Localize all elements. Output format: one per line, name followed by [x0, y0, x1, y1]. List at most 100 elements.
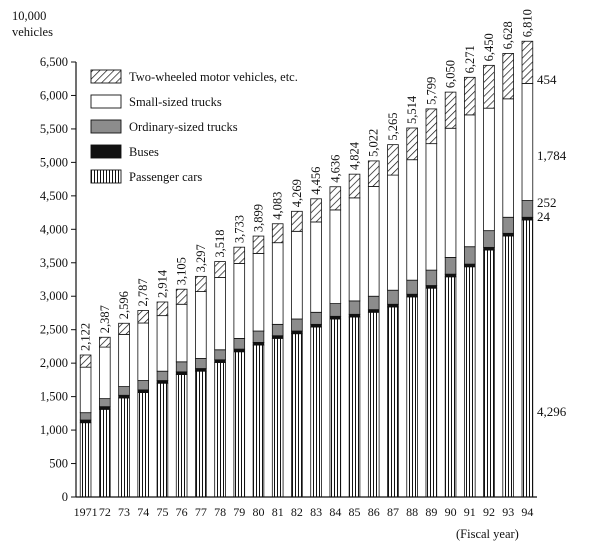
bar-segment [444, 273, 457, 278]
legend-item: Two-wheeled motor vehicles, etc. [90, 69, 298, 84]
x-tick-label: 94 [521, 505, 533, 519]
bar-segment [463, 266, 476, 498]
bar-segment [483, 230, 495, 248]
bar-segment [521, 83, 534, 201]
bar-segment [214, 261, 226, 278]
x-tick-label: 86 [368, 505, 380, 519]
x-tick-label: 85 [349, 505, 361, 519]
bar-total-label: 6,810 [520, 9, 534, 37]
bar-stack [367, 160, 380, 498]
bar-segment [348, 300, 361, 315]
bar-stack [463, 76, 476, 498]
bar-segment [271, 337, 284, 498]
bar-segment [502, 232, 514, 237]
bar-segment [214, 359, 226, 363]
bar-segment [252, 342, 265, 346]
bar-segment [502, 235, 514, 498]
bar-segment [99, 336, 111, 348]
bar-segment [444, 257, 457, 275]
bar-segment [483, 107, 495, 232]
y-tick-label: 2,500 [40, 323, 68, 337]
bar-segment [252, 252, 265, 332]
legend-item: Passenger cars [90, 169, 202, 184]
bar-stack [137, 310, 150, 498]
legend-swatch [90, 169, 122, 184]
bar-segment [310, 326, 322, 498]
bar-segment [233, 263, 246, 339]
bar-segment [195, 370, 207, 498]
bar-segment [483, 246, 495, 251]
bar-segment [367, 160, 380, 187]
y-tick-label: 5,500 [40, 122, 68, 136]
bar-total-label: 4,083 [271, 192, 285, 220]
legend-label: Buses [129, 145, 159, 159]
bar-segment [463, 114, 476, 248]
y-tick-label: 6,000 [40, 88, 68, 102]
y-tick-label: 4,000 [40, 222, 68, 236]
legend-label: Ordinary-sized trucks [129, 120, 238, 134]
x-tick-label: 74 [137, 505, 149, 519]
legend: Two-wheeled motor vehicles, etc. Small-si… [90, 69, 298, 184]
bar-segment [214, 362, 226, 498]
bar-segment [156, 370, 169, 381]
bar-stack [214, 261, 226, 498]
bar-segment [79, 419, 92, 424]
x-tick-label: 87 [387, 505, 399, 519]
bar-segment [348, 316, 361, 498]
bar-stack [271, 223, 284, 498]
bar-segment [367, 186, 380, 297]
legend-label: Small-sized trucks [129, 95, 222, 109]
legend-swatch [90, 94, 122, 109]
bar-total-label: 6,628 [501, 21, 515, 49]
bar-segment [406, 296, 418, 498]
bar-segment [195, 275, 207, 292]
bar-total-label: 4,456 [309, 167, 323, 195]
bar-total-label: 5,799 [424, 77, 438, 105]
legend-label: Passenger cars [129, 170, 202, 184]
x-tick-label: 88 [406, 505, 418, 519]
bar-segment [367, 309, 380, 313]
bar-total-label: 4,636 [328, 155, 342, 183]
bar-segment [233, 351, 246, 498]
bar-segment [175, 303, 188, 363]
bar-total-label: 2,787 [136, 278, 150, 306]
x-tick-label: 89 [425, 505, 437, 519]
y-tick-label: 500 [49, 457, 68, 471]
bar-segment [271, 223, 284, 244]
bar-total-label: 5,265 [386, 113, 400, 141]
bar-total-label: 2,387 [98, 305, 112, 333]
bar-total-label: 3,733 [232, 215, 246, 243]
x-tick-label: 84 [329, 505, 341, 519]
bar-segment [521, 40, 534, 84]
bar-segment [387, 306, 399, 498]
bar-segment [406, 127, 418, 161]
bar-stack [195, 275, 207, 498]
bar-segment [310, 198, 322, 223]
bar-stack [348, 173, 361, 498]
bar-segment [502, 53, 514, 100]
y-tick-label: 4,500 [40, 189, 68, 203]
bar-segment [137, 392, 150, 498]
bar-segment [271, 242, 284, 325]
x-tick-label: 93 [502, 505, 514, 519]
x-tick-label: 83 [310, 505, 322, 519]
bar-segment [252, 235, 265, 254]
bar-stack [310, 198, 322, 498]
bar-segment [444, 91, 457, 129]
bar-segment [195, 368, 207, 372]
bar-total-label: 3,899 [251, 204, 265, 232]
bar-segment [79, 366, 92, 414]
bar-segment [271, 335, 284, 339]
total-labels: 2,122 2,387 2,596 2,787 2,914 3,105 3,297 3,518… [79, 9, 535, 351]
y-tick-label: 1,500 [40, 390, 68, 404]
bar-segment [118, 333, 130, 387]
bar-segment [329, 315, 342, 320]
x-tick-label: 82 [291, 505, 303, 519]
right-label-passenger-cars: 4,296 [537, 404, 567, 419]
y-tick-label: 1,000 [40, 423, 68, 437]
bar-stack [79, 354, 92, 498]
right-label-small-trucks: 1,784 [537, 148, 567, 163]
bar-segment [310, 221, 322, 313]
bar-segment [348, 173, 361, 199]
